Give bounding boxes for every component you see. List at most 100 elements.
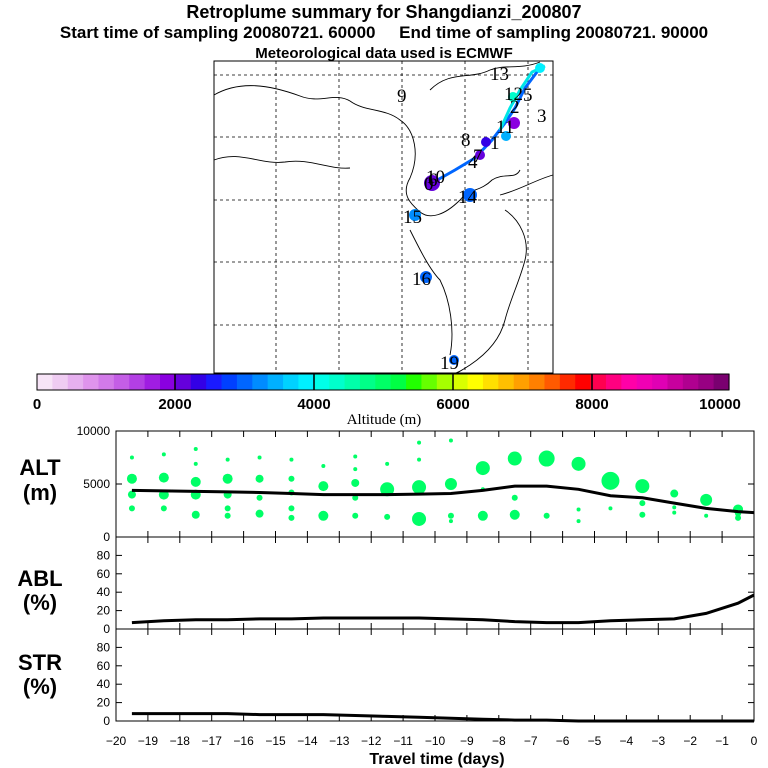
colorbar-swatch — [252, 374, 269, 390]
plume-dot — [501, 131, 511, 141]
alt-bubble — [507, 451, 522, 466]
alt-bubble — [538, 450, 555, 467]
colorbar-frame — [36, 373, 730, 391]
y-tick-label: 0 — [103, 622, 110, 636]
alt-bubble — [225, 457, 230, 462]
colorbar-swatch — [544, 374, 561, 390]
alt-bubble — [289, 457, 294, 462]
plume-label: 3 — [537, 106, 547, 127]
x-tick: −14 — [297, 734, 318, 748]
x-tick: −5 — [588, 734, 602, 748]
colorbar-swatch — [698, 374, 715, 390]
colorbar-swatch — [67, 374, 84, 390]
alt-bubble — [193, 461, 198, 466]
plume-label: 6 — [428, 170, 438, 191]
alt-bubble — [735, 514, 742, 521]
colorbar-swatch — [421, 374, 438, 390]
colorbar-swatch — [713, 374, 730, 390]
alt-bubble — [417, 457, 422, 462]
alt-bubble — [672, 505, 677, 510]
border-line-1 — [213, 156, 351, 169]
alt-bubble — [704, 513, 709, 518]
border-line-2 — [429, 61, 541, 91]
colorbar-swatch — [221, 374, 238, 390]
trajectory-blue — [431, 67, 542, 185]
plume-label: 1 — [490, 133, 500, 154]
plume-label: 4 — [468, 152, 478, 173]
alt-bubble — [448, 438, 453, 443]
alt-bubble — [447, 512, 454, 519]
colorbar-swatch — [344, 374, 361, 390]
colorbar-swatch — [605, 374, 622, 390]
colorbar-swatch — [559, 374, 576, 390]
alt-bubble — [160, 505, 167, 512]
alt-bubble — [670, 489, 679, 498]
alt-bubble — [158, 472, 169, 483]
colorbar-swatch — [52, 374, 69, 390]
alt-bubble — [190, 476, 201, 487]
alt-bubble — [380, 482, 395, 497]
alt-bubble — [257, 455, 262, 460]
alt-bubble — [444, 478, 457, 490]
alt-bubble — [126, 473, 137, 484]
plume-label: 15 — [403, 207, 422, 228]
colorbar-swatch — [236, 374, 253, 390]
alt-bubble — [318, 481, 329, 492]
alt-bubble — [385, 461, 390, 466]
alt-bubble — [224, 512, 231, 519]
alt-bubble — [352, 494, 359, 501]
x-tick: −12 — [361, 734, 382, 748]
x-tick: −9 — [460, 734, 474, 748]
colorbar-swatch — [190, 374, 207, 390]
x-tick: −1 — [715, 734, 729, 748]
panel-frame-str — [115, 628, 755, 722]
x-tick: −10 — [425, 734, 446, 748]
colorbar-swatch — [129, 374, 146, 390]
plume-trajectory — [409, 63, 546, 365]
alt-bubble — [571, 456, 586, 471]
y-tick-label: 10000 — [77, 424, 111, 438]
end-time-label: End time of sampling 20080721. 90000 — [399, 23, 709, 42]
plume-dot — [409, 209, 421, 221]
colorbar-swatch — [283, 374, 300, 390]
plume-label: 10 — [426, 167, 445, 188]
panel-frame-alt — [115, 430, 755, 538]
alt-label-line2: (m) — [23, 480, 57, 505]
colorbar-swatch — [37, 374, 53, 390]
plume-label: 14 — [458, 187, 478, 208]
plume-dot — [508, 92, 518, 102]
y-tick-label: 80 — [97, 640, 111, 654]
alt-bubble — [191, 510, 200, 519]
colorbar-swatch — [206, 374, 223, 390]
alt-bubble — [353, 467, 358, 472]
plume-label: 7 — [473, 146, 483, 167]
alt-bubble — [321, 463, 326, 468]
colorbar-swatch — [436, 374, 453, 390]
colorbar-tick: 6000 — [436, 396, 469, 413]
x-tick: −3 — [651, 734, 665, 748]
colorbar-swatch — [667, 374, 684, 390]
alt-bubble — [417, 440, 422, 445]
y-tick-label: 40 — [97, 677, 111, 691]
plume-dot — [463, 188, 477, 202]
colorbar-swatch — [83, 374, 100, 390]
alt-bubble — [412, 480, 427, 495]
colorbar-swatch — [575, 374, 592, 390]
alt-bubble — [351, 478, 360, 487]
plume-label: 13 — [490, 64, 509, 85]
colorbar-swatch — [452, 374, 469, 390]
sampling-times: Start time of sampling 20080721. 60000 E… — [0, 23, 768, 43]
colorbar-ticks: 0 2000 4000 6000 8000 10000 — [33, 396, 741, 413]
coastlines — [213, 61, 554, 374]
x-tick: −4 — [620, 734, 634, 748]
x-tick: 0 — [751, 734, 758, 748]
map-panel: 0 1 2 3 4 5 6 7 8 9 10 11 12 13 14 15 16… — [213, 60, 554, 374]
colorbar-swatch — [144, 374, 161, 390]
abl-label-line1: ABL — [17, 566, 62, 591]
y-tick-label: 0 — [103, 530, 110, 544]
alt-bubble — [448, 519, 453, 524]
y-tick-label: 20 — [97, 696, 111, 710]
alt-bubble — [222, 473, 233, 484]
coast-line-1 — [213, 85, 521, 217]
